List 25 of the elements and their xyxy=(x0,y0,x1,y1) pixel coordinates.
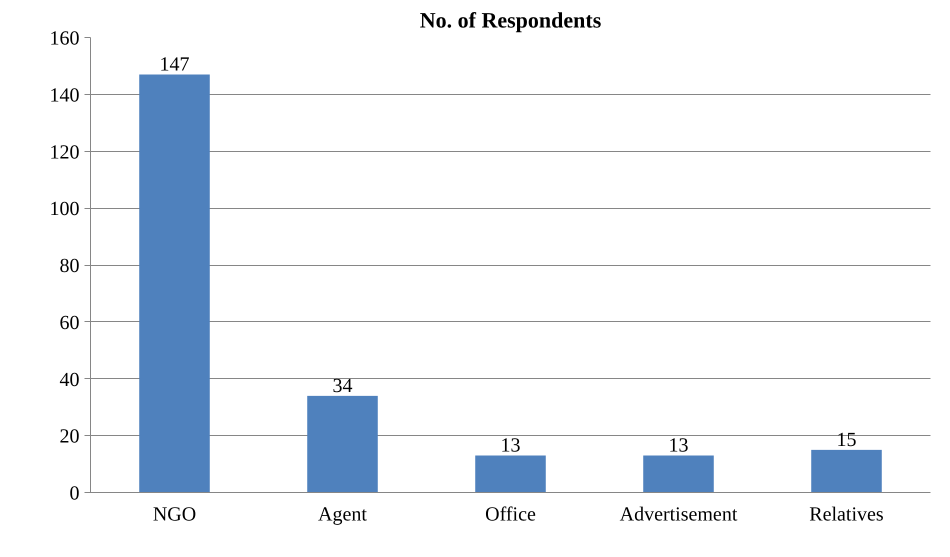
x-tick-label: Agent xyxy=(318,504,368,526)
y-tick-label: 20 xyxy=(60,426,80,448)
data-label: 13 xyxy=(668,434,688,457)
x-tick-label: NGO xyxy=(152,504,196,526)
x-tick-label: Advertisement xyxy=(620,504,738,526)
data-label: 147 xyxy=(160,53,190,76)
y-tick-label: 100 xyxy=(50,198,80,220)
data-label: 15 xyxy=(836,428,856,451)
y-tick-label: 40 xyxy=(60,368,80,391)
data-label: 13 xyxy=(500,434,520,457)
chart-title: No. of Respondents xyxy=(420,8,602,32)
y-tick-label: 60 xyxy=(60,312,80,334)
bar xyxy=(475,456,546,492)
bar xyxy=(307,396,378,492)
y-tick-label: 0 xyxy=(70,482,80,504)
bar xyxy=(811,450,882,492)
data-label: 34 xyxy=(332,374,352,397)
y-tick-label: 140 xyxy=(50,84,80,106)
bar xyxy=(643,456,714,492)
y-tick-label: 120 xyxy=(50,141,80,164)
y-tick-label: 80 xyxy=(60,255,80,277)
bar xyxy=(139,74,210,492)
x-tick-label: Relatives xyxy=(809,504,884,526)
y-tick-label: 160 xyxy=(50,28,80,50)
x-tick-label: Office xyxy=(485,504,536,526)
